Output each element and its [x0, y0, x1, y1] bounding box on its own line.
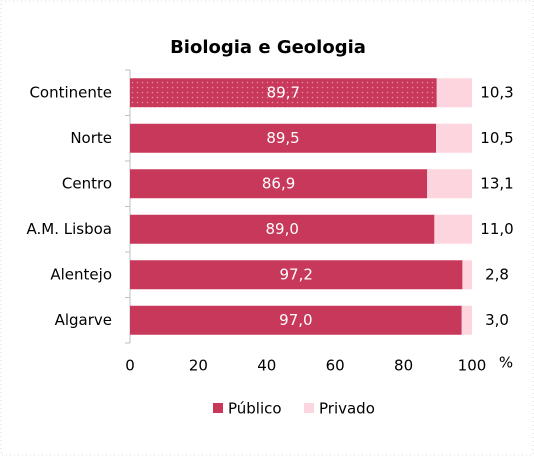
- bar-segment: [434, 214, 472, 244]
- y-tick-label: A.M. Lisboa: [27, 220, 112, 238]
- value-label: 89,7: [267, 83, 300, 101]
- bar-segment: [427, 169, 472, 199]
- y-tick-label: Algarve: [55, 311, 112, 329]
- value-label: 86,9: [262, 174, 295, 192]
- value-label: 11,0: [480, 220, 513, 238]
- legend-swatch: [213, 403, 223, 413]
- y-tick-label: Norte: [70, 129, 112, 147]
- bar-segment: [130, 260, 463, 290]
- value-label: 89,0: [265, 220, 298, 238]
- bar-segment: [130, 214, 435, 244]
- bar-segment: [461, 305, 472, 335]
- bar-segment: [436, 78, 472, 108]
- bar-segment: [130, 78, 437, 108]
- x-tick-label: 100: [458, 357, 487, 375]
- x-tick-label: 0: [125, 357, 135, 375]
- bar-segment: [130, 305, 462, 335]
- value-label: 13,1: [480, 174, 513, 192]
- value-label: 89,5: [266, 129, 299, 147]
- legend-label: Privado: [319, 400, 375, 418]
- value-label: 10,3: [480, 83, 513, 101]
- y-tick-label: Continente: [29, 83, 112, 101]
- x-tick-label: 60: [326, 357, 345, 375]
- y-tick-label: Alentejo: [50, 265, 112, 283]
- x-tick-label: 40: [257, 357, 276, 375]
- chart-title: Biologia e Geologia: [170, 37, 366, 58]
- x-axis-label: %: [499, 354, 513, 372]
- value-label: 2,8: [485, 265, 509, 283]
- bar-segment: [130, 169, 428, 199]
- bar-segment: [130, 123, 437, 153]
- value-label: 10,5: [480, 129, 513, 147]
- y-tick-label: Centro: [62, 174, 112, 192]
- x-tick-label: 20: [189, 357, 208, 375]
- value-label: 3,0: [485, 311, 509, 329]
- bar-segment: [436, 123, 472, 153]
- x-tick-label: 80: [394, 357, 413, 375]
- legend-label: Público: [228, 400, 282, 418]
- bar-segment: [462, 260, 472, 290]
- value-label: 97,0: [279, 311, 312, 329]
- legend-swatch: [304, 403, 314, 413]
- value-label: 97,2: [280, 265, 313, 283]
